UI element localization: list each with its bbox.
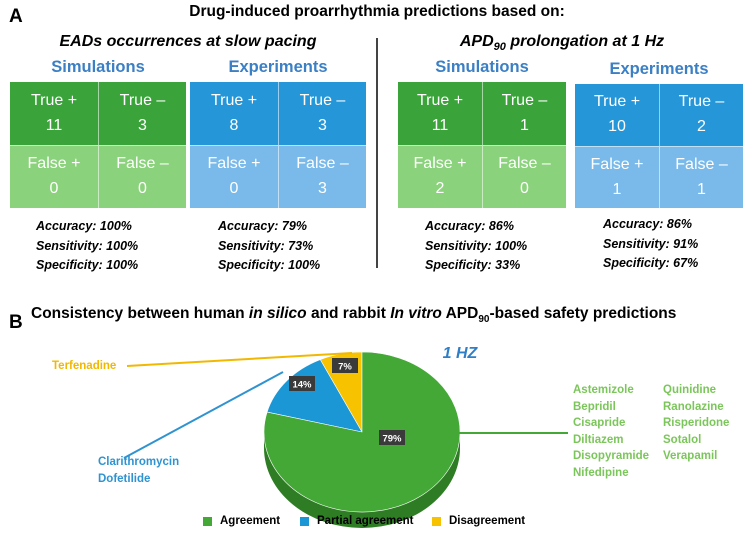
right-title-sub: 90 [493,41,506,54]
drug-name: Nifedipine [573,466,629,479]
legend-swatch [300,516,309,526]
title-part: Consistency between human [31,305,249,322]
legend-label: Agreement [220,515,281,527]
sensitivity: Sensitivity: 100% [425,238,528,253]
false-positive-cell: False +2 [398,145,482,208]
confusion-matrix-right-simulations: True +11 True –1 False +2 False –0 [398,82,566,208]
svg-text:79%: 79% [382,434,402,445]
pie-side [264,432,460,528]
agreement-drug-list-col2: Quinidine Ranolazine Risperidone Sotalol… [663,382,729,465]
pie-value-label: 7% [332,358,358,373]
false-negative-cell: False –0 [98,145,186,208]
title-part: APD [441,305,479,322]
disagreement-drug-list: Terfenadine [52,358,116,375]
drug-name: Diltiazem [573,433,624,446]
specificity: Specificity: 100% [36,258,139,272]
accuracy: Accuracy: 79% [218,219,307,233]
panel-a-letter: A [9,6,23,27]
false-positive-cell: False +0 [190,145,278,208]
matrix-label: Experiments [228,58,328,76]
section-divider [376,38,378,268]
panel-b-title: Consistency between human in silico and … [31,305,676,325]
panel-a-title: Drug-induced proarrhythmia predictions b… [189,3,565,20]
drug-name: Terfenadine [52,360,117,372]
pie-value-label: 79% [379,430,405,445]
true-positive-cell: True +8 [190,82,278,145]
sensitivity: Sensitivity: 100% [36,238,139,253]
svg-text:7%: 7% [338,362,352,373]
true-negative-cell: True –1 [482,82,566,145]
specificity: Specificity: 33% [425,258,521,272]
pie-slice-agreement [263,351,461,513]
specificity: Specificity: 67% [603,256,699,270]
accuracy: Accuracy: 86% [603,217,692,231]
specificity: Specificity: 100% [218,258,321,272]
title-italic: in silico [248,305,307,322]
title-part: -based safety predictions [489,305,677,322]
leader-line-disagreement [126,352,353,367]
legend-partial: Partial agreement [300,515,414,527]
matrix-stats: Accuracy: 79% Sensitivity: 73% Specifici… [218,217,320,276]
drug-name: Disopyramide [573,450,650,462]
sensitivity: Sensitivity: 73% [218,238,314,253]
accuracy: Accuracy: 86% [425,219,514,233]
agreement-drug-list-col1: Astemizole Bepridil Cisapride Diltiazem … [573,382,649,481]
drug-name: Clarithromycin [98,456,180,468]
title-italic: In vitro [390,305,442,322]
true-positive-cell: True +11 [10,82,98,145]
true-negative-cell: True –3 [98,82,186,145]
false-negative-cell: False –1 [659,146,743,208]
drug-name: Dofetilide [98,472,151,485]
matrix-stats: Accuracy: 86% Sensitivity: 100% Specific… [425,217,527,276]
pie-value-label: 14% [289,376,315,391]
matrix-stats: Accuracy: 86% Sensitivity: 91% Specifici… [603,215,698,274]
legend-disagreement: Disagreement [432,515,525,527]
title-part: and rabbit [306,305,391,322]
matrix-label: Simulations [435,58,529,76]
drug-name: Risperidone [663,417,730,429]
true-negative-cell: True –2 [659,84,743,146]
right-title-suffix: prolongation at 1 Hz [505,33,665,50]
matrix-stats: Accuracy: 100% Sensitivity: 100% Specifi… [36,217,138,276]
confusion-matrix-right-experiments: True +10 True –2 False +1 False –1 [575,84,743,208]
true-negative-cell: True –3 [278,82,366,145]
drug-name: Astemizole [573,384,634,396]
right-title-prefix: APD [459,33,494,50]
false-negative-cell: False –3 [278,145,366,208]
leader-line-partial [123,371,284,459]
drug-name: Verapamil [663,450,718,462]
sensitivity: Sensitivity: 91% [603,236,699,251]
matrix-label: Experiments [609,60,709,78]
drug-name: Quinidine [663,384,717,396]
panel-b-letter: B [9,312,23,333]
true-positive-cell: True +10 [575,84,659,146]
drug-name: Ranolazine [663,400,724,413]
legend-agreement: Agreement [203,515,280,527]
false-positive-cell: False +0 [10,145,98,208]
partial-drug-list: Clarithromycin Dofetilide [98,454,179,487]
false-negative-cell: False –0 [482,145,566,208]
legend-swatch [432,516,441,526]
title-sub: 90 [478,314,490,326]
drug-name: Bepridil [573,400,616,413]
legend-label: Partial agreement [317,515,414,527]
frequency-label: 1 HZ [443,345,479,362]
left-section-title: EADs occurrences at slow pacing [59,33,317,50]
svg-text:14%: 14% [292,380,312,391]
drug-name: Sotalol [663,433,702,446]
false-positive-cell: False +1 [575,146,659,208]
legend-swatch [203,516,212,526]
right-section-title: APD90 prolongation at 1 Hz [392,33,732,53]
accuracy: Accuracy: 100% [36,219,132,233]
drug-name: Cisapride [573,417,626,429]
legend-label: Disagreement [449,515,526,527]
confusion-matrix-left-experiments: True +8 True –3 False +0 False –3 [190,82,366,208]
matrix-label: Simulations [51,58,145,76]
confusion-matrix-left-simulations: True +11 True –3 False +0 False –0 [10,82,186,208]
true-positive-cell: True +11 [398,82,482,145]
